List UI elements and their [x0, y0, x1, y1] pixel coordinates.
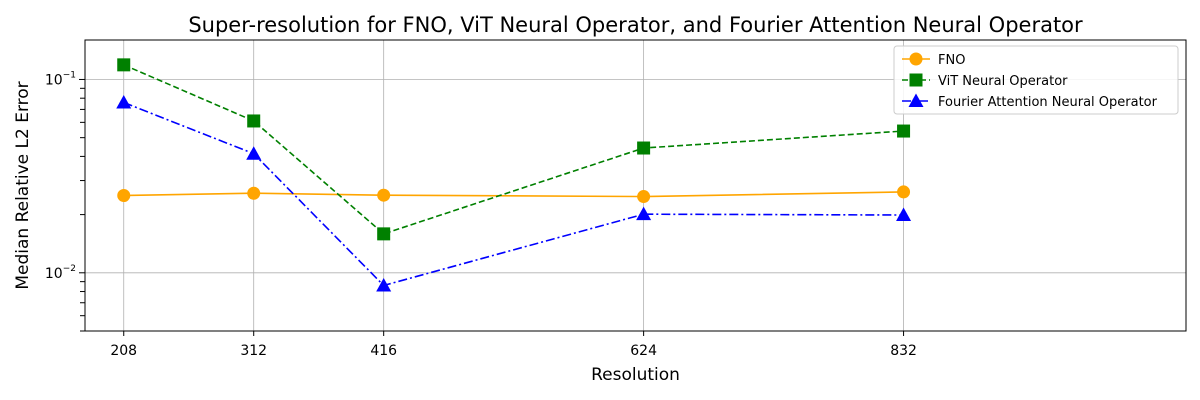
- series-2: [117, 58, 911, 241]
- chart-title: Super-resolution for FNO, ViT Neural Ope…: [188, 13, 1083, 37]
- plot-frame: [84, 39, 1187, 332]
- axis-ticks: 208 312 416 624 832 10−2 10−1: [45, 70, 917, 359]
- x-tick-label: 312: [240, 343, 267, 359]
- data-point: [117, 58, 131, 72]
- x-tick-label: 832: [890, 343, 917, 359]
- data-point: [116, 95, 132, 109]
- legend-item: ViT Neural Operator: [902, 73, 1068, 89]
- legend-marker: [908, 93, 924, 107]
- legend-label: Fourier Attention Neural Operator: [938, 95, 1158, 110]
- data-point: [897, 185, 911, 199]
- series-layer: [116, 58, 912, 292]
- series-line: [123, 191, 904, 198]
- series-line: [123, 64, 904, 235]
- data-point: [637, 141, 651, 155]
- legend-label: ViT Neural Operator: [938, 74, 1068, 89]
- x-axis-label: Resolution: [591, 365, 680, 385]
- legend-box: [893, 45, 1179, 115]
- data-point: [896, 207, 912, 222]
- y-tick-label: 10−1: [45, 70, 76, 88]
- data-point: [637, 190, 651, 204]
- data-point: [247, 186, 261, 200]
- series-3: [116, 95, 912, 292]
- legend-item: FNO: [902, 52, 965, 68]
- data-point: [377, 188, 391, 202]
- x-tick-label: 416: [370, 343, 397, 359]
- y-tick-label: 10−2: [45, 264, 76, 282]
- data-point: [636, 206, 652, 221]
- x-tick-label: 624: [630, 343, 657, 359]
- series-1: [117, 185, 911, 204]
- legend-item: Fourier Attention Neural Operator: [902, 93, 1158, 110]
- x-tick-label: 208: [110, 343, 137, 359]
- legend-marker: [909, 73, 923, 87]
- data-point: [897, 124, 911, 138]
- y-axis-label: Median Relative L2 Error: [13, 81, 33, 289]
- data-point: [246, 146, 262, 160]
- legend-marker: [909, 52, 923, 66]
- data-point: [247, 114, 261, 128]
- data-point: [376, 277, 392, 292]
- data-point: [117, 189, 131, 203]
- legend-label: FNO: [938, 53, 965, 68]
- legend: FNO ViT Neural Operator Fourier Attention …: [893, 45, 1179, 115]
- data-point: [377, 227, 391, 241]
